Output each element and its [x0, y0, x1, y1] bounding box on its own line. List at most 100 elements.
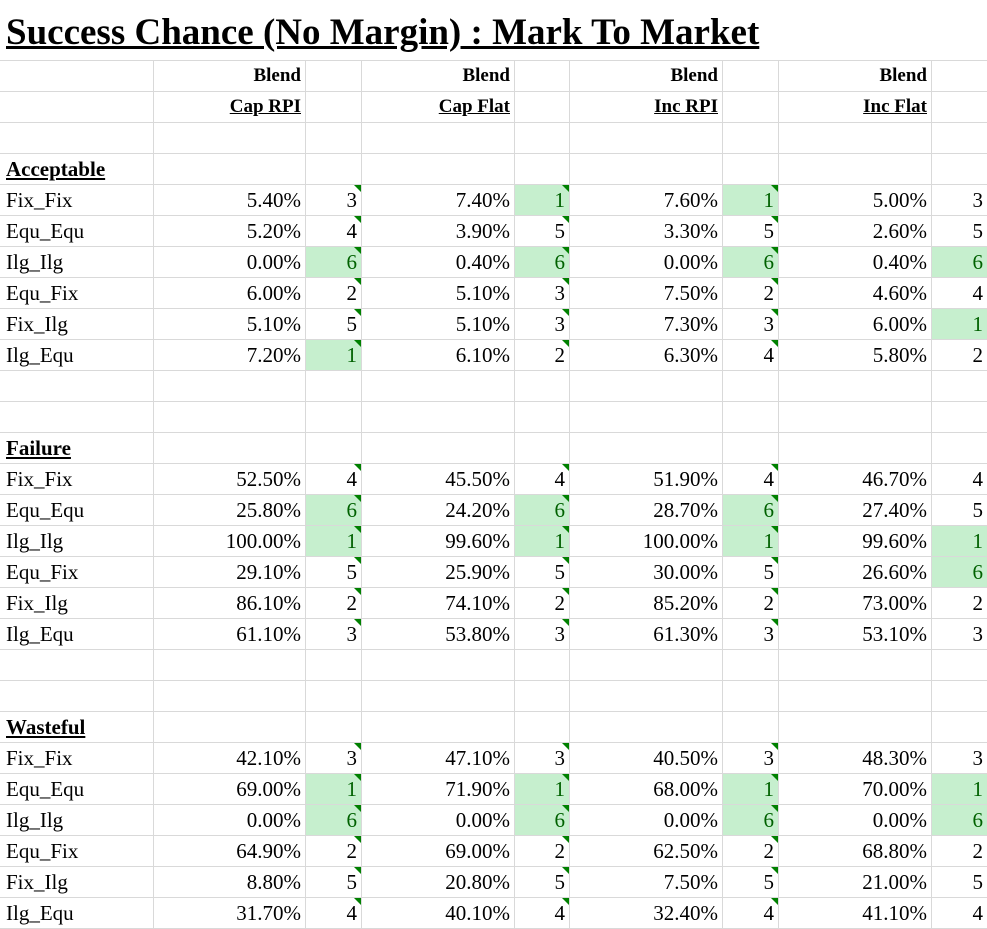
- row-label: Equ_Fix: [6, 560, 79, 584]
- gridline-horizontal: [0, 215, 987, 216]
- rank-value: 3: [515, 278, 569, 308]
- rank-value: 5: [515, 557, 569, 587]
- rank-value: 2: [515, 836, 569, 866]
- gridline-horizontal: [0, 804, 987, 805]
- column-header-line2: Cap Flat: [438, 96, 510, 117]
- rank-highlighted: 1: [515, 774, 569, 804]
- gridline-horizontal: [0, 525, 987, 526]
- rank-highlighted: 6: [932, 805, 987, 835]
- percentage-value: 5.80%: [872, 343, 927, 367]
- percentage-value: 61.10%: [236, 622, 301, 646]
- rank-highlighted: 1: [932, 774, 987, 804]
- row-label: Fix_Fix: [6, 746, 73, 770]
- comment-marker-icon: [771, 619, 778, 626]
- rank-value: 5: [723, 557, 778, 587]
- comment-marker-icon: [354, 805, 361, 812]
- rank-highlighted: 1: [306, 774, 361, 804]
- percentage-value: 4.60%: [872, 281, 927, 305]
- percentage-value: 2.60%: [872, 219, 927, 243]
- percentage-value: 86.10%: [236, 591, 301, 615]
- percentage-value: 99.60%: [445, 529, 510, 553]
- percentage-value: 0.00%: [455, 808, 510, 832]
- column-header-line2: Inc Flat: [863, 96, 927, 117]
- percentage-value: 41.10%: [862, 901, 927, 925]
- row-label: Fix_Fix: [6, 188, 73, 212]
- rank-value: 2: [972, 343, 984, 367]
- gridline-horizontal: [0, 463, 987, 464]
- percentage-value: 7.30%: [663, 312, 718, 336]
- percentage-value: 3.90%: [455, 219, 510, 243]
- rank-highlighted: 1: [515, 185, 569, 215]
- percentage-value: 85.20%: [653, 591, 718, 615]
- comment-marker-icon: [562, 216, 569, 223]
- rank-value: 3: [306, 619, 361, 649]
- comment-marker-icon: [771, 495, 778, 502]
- percentage-value: 100.00%: [225, 529, 301, 553]
- rank-value: 5: [972, 870, 984, 894]
- rank-value: 3: [723, 619, 778, 649]
- comment-marker-icon: [771, 836, 778, 843]
- rank-value: 3: [972, 188, 984, 212]
- percentage-value: 53.80%: [445, 622, 510, 646]
- rank-value: 5: [306, 557, 361, 587]
- comment-marker-icon: [354, 464, 361, 471]
- section-title: Acceptable: [6, 157, 106, 181]
- comment-marker-icon: [354, 743, 361, 750]
- rank-value: 2: [972, 839, 984, 863]
- comment-marker-icon: [562, 340, 569, 347]
- row-label: Ilg_Ilg: [6, 250, 64, 274]
- gridline-horizontal: [0, 277, 987, 278]
- percentage-value: 45.50%: [445, 467, 510, 491]
- percentage-value: 99.60%: [862, 529, 927, 553]
- rank-highlighted: 6: [723, 805, 778, 835]
- comment-marker-icon: [354, 309, 361, 316]
- percentage-value: 7.20%: [246, 343, 301, 367]
- rank-highlighted: 1: [723, 526, 778, 556]
- comment-marker-icon: [562, 185, 569, 192]
- comment-marker-icon: [354, 898, 361, 905]
- percentage-value: 30.00%: [653, 560, 718, 584]
- percentage-value: 74.10%: [445, 591, 510, 615]
- rank-highlighted: 1: [515, 526, 569, 556]
- row-label: Fix_Ilg: [6, 591, 68, 615]
- comment-marker-icon: [354, 185, 361, 192]
- comment-marker-icon: [771, 216, 778, 223]
- percentage-value: 46.70%: [862, 467, 927, 491]
- gridline-horizontal: [0, 649, 987, 650]
- rank-highlighted: 1: [723, 185, 778, 215]
- comment-marker-icon: [562, 588, 569, 595]
- gridline-horizontal: [0, 308, 987, 309]
- percentage-value: 8.80%: [246, 870, 301, 894]
- comment-marker-icon: [562, 619, 569, 626]
- comment-marker-icon: [771, 557, 778, 564]
- comment-marker-icon: [771, 867, 778, 874]
- comment-marker-icon: [771, 743, 778, 750]
- comment-marker-icon: [562, 495, 569, 502]
- rank-value: 4: [515, 464, 569, 494]
- row-label: Fix_Fix: [6, 467, 73, 491]
- percentage-value: 7.50%: [663, 281, 718, 305]
- percentage-value: 25.90%: [445, 560, 510, 584]
- rank-highlighted: 6: [515, 805, 569, 835]
- gridline-horizontal: [0, 556, 987, 557]
- percentage-value: 5.10%: [246, 312, 301, 336]
- percentage-value: 7.50%: [663, 870, 718, 894]
- gridline-horizontal: [0, 866, 987, 867]
- comment-marker-icon: [354, 867, 361, 874]
- percentage-value: 28.70%: [653, 498, 718, 522]
- comment-marker-icon: [562, 743, 569, 750]
- column-header-line1: Blend: [879, 65, 927, 86]
- comment-marker-icon: [562, 247, 569, 254]
- rank-highlighted: 6: [306, 495, 361, 525]
- percentage-value: 0.00%: [246, 250, 301, 274]
- rank-value: 5: [306, 867, 361, 897]
- gridline-horizontal: [0, 184, 987, 185]
- comment-marker-icon: [354, 495, 361, 502]
- comment-marker-icon: [354, 588, 361, 595]
- comment-marker-icon: [354, 278, 361, 285]
- gridline-horizontal: [0, 618, 987, 619]
- rank-value: 3: [515, 743, 569, 773]
- rank-value: 3: [972, 622, 984, 646]
- rank-highlighted: 6: [306, 247, 361, 277]
